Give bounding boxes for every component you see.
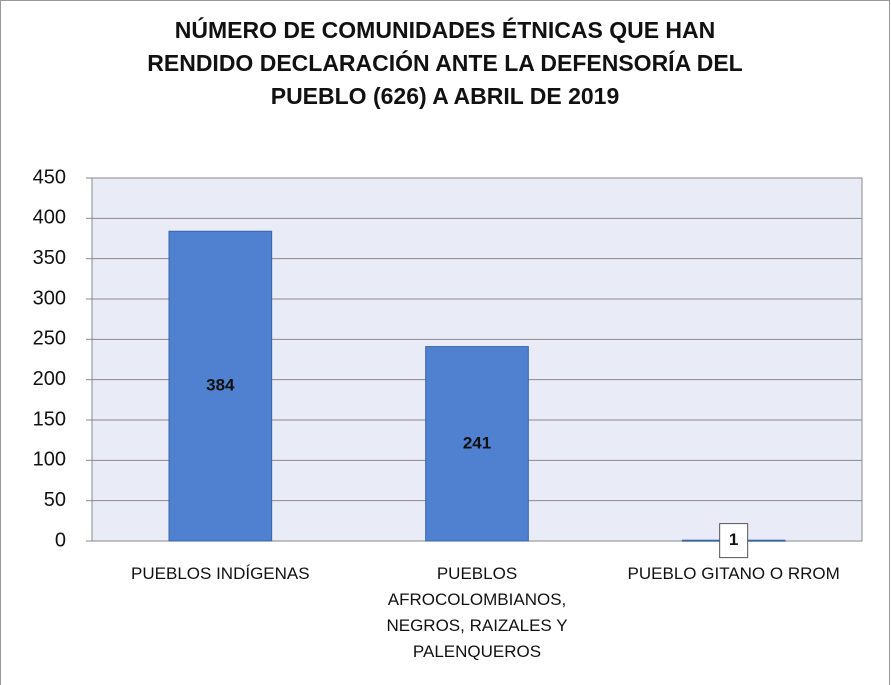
bar (425, 346, 529, 542)
x-tick-label: PUEBLOS INDÍGENAS (131, 564, 310, 583)
chart-title: NÚMERO DE COMUNIDADES ÉTNICAS QUE HAN RE… (147, 17, 743, 109)
x-tick-label: PUEBLO GITANO O RROM (627, 564, 840, 583)
y-tick-label: 400 (33, 207, 66, 229)
bar (168, 230, 273, 542)
y-tick-label: 150 (33, 408, 66, 430)
y-tick-label: 100 (33, 449, 66, 471)
y-tick-label: 50 (44, 489, 66, 511)
y-tick-label: 200 (33, 368, 66, 390)
y-tick-label: 250 (33, 328, 66, 350)
data-label: 1 (729, 530, 738, 549)
data-label: 384 (206, 376, 235, 395)
y-tick-label: 350 (33, 247, 66, 269)
x-tick-label: PUEBLOS AFROCOLOMBIANOS, NEGROS, RAIZALE… (386, 564, 568, 661)
data-label: 241 (463, 433, 491, 452)
data-label-box (719, 523, 749, 559)
y-tick-label: 450 (33, 166, 66, 188)
y-tick-label: 0 (55, 529, 66, 551)
y-tick-label: 300 (33, 287, 66, 309)
